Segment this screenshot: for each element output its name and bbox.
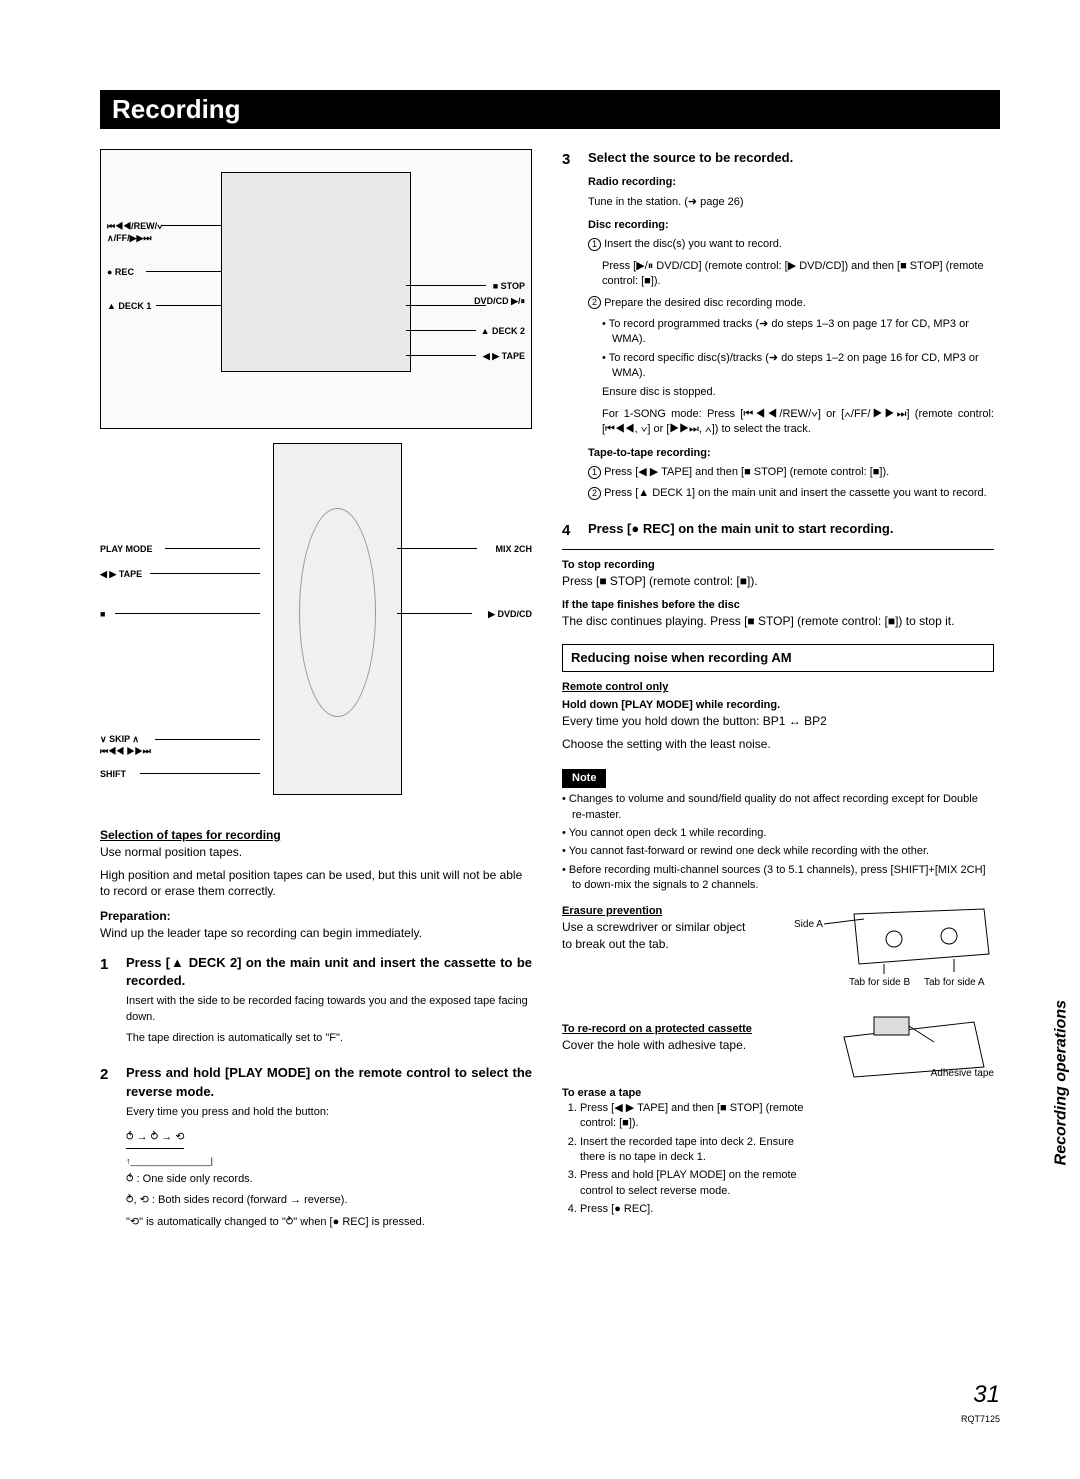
radio-recording-text: Tune in the station. (➜ page 26) <box>588 195 994 210</box>
note-item-1: Changes to volume and sound/field qualit… <box>562 792 994 823</box>
cassette-icon <box>794 904 994 984</box>
note-badge: Note <box>562 769 606 788</box>
selection-tapes-text-2: High position and metal position tapes c… <box>100 867 532 901</box>
note-item-2: You cannot open deck 1 while recording. <box>562 826 994 841</box>
label-prevnext: ⏮◀◀ ▶▶⏭ <box>100 745 151 758</box>
label-stop: ■ STOP <box>493 280 525 293</box>
preparation-text: Wind up the leader tape so recording can… <box>100 925 532 942</box>
label-remote-stop: ■ <box>100 608 105 621</box>
bp-toggle-text: Every time you hold down the button: BP1… <box>562 713 994 730</box>
label-ff: ∧/FF/▶▶⏭ <box>107 232 152 245</box>
label-deck2: ▲ DECK 2 <box>481 325 525 338</box>
step-1-title: Press [▲ DECK 2] on the main unit and in… <box>126 954 532 990</box>
note-item-3: You cannot fast-forward or rewind one de… <box>562 844 994 859</box>
step-1-number: 1 <box>100 954 116 1053</box>
preparation-heading: Preparation: <box>100 908 532 925</box>
step-2-mode-2: ⥁, ⟲ : Both sides record (forward → reve… <box>126 1193 532 1208</box>
disc-bullet-b: To record specific disc(s)/tracks (➜ do … <box>602 351 994 382</box>
document-code: RQT7125 <box>961 1414 1000 1424</box>
erase-step-4: Press [● REC]. <box>580 1202 821 1217</box>
stop-recording-heading: To stop recording <box>562 558 994 573</box>
radio-recording-heading: Radio recording: <box>588 175 994 190</box>
step-2-number: 2 <box>100 1064 116 1236</box>
side-tab-label: Recording operations <box>1052 1000 1070 1165</box>
bp-choose-text: Choose the setting with the least noise. <box>562 736 994 753</box>
erase-step-3: Press and hold [PLAY MODE] on the remote… <box>580 1168 821 1199</box>
reducing-noise-box: Reducing noise when recording AM <box>562 644 994 672</box>
note-item-4: Before recording multi-channel sources (… <box>562 863 994 894</box>
disc-1song: For 1-SONG mode: Press [⏮◀◀/REW/∨] or [∧… <box>602 407 994 438</box>
step-4-title: Press [● REC] on the main unit to start … <box>588 520 994 538</box>
label-remote-dvdcd: ▶ DVD/CD <box>488 608 532 621</box>
label-rec: ● REC <box>107 266 134 279</box>
side-a-label: Side A <box>794 918 823 932</box>
label-rew: ⏮◀◀/REW/∨ <box>107 220 163 233</box>
disc-ensure: Ensure disc is stopped. <box>602 385 994 400</box>
tab-a-label: Tab for side A <box>924 976 985 990</box>
step-2-sequence: ⥀ → ⥁ → ⟲ <box>126 1130 184 1149</box>
tape-step-1: 1 Press [◀ ▶ TAPE] and then [■ STOP] (re… <box>588 465 994 480</box>
label-shift: SHIFT <box>100 768 126 781</box>
erase-tape-heading: To erase a tape <box>562 1086 994 1101</box>
label-remote-tape: ◀ ▶ TAPE <box>100 568 142 581</box>
stop-recording-text: Press [■ STOP] (remote control: [■]). <box>562 573 994 590</box>
main-unit-diagram: ⏮◀◀/REW/∨ ∧/FF/▶▶⏭ ● REC ▲ DECK 1 ■ STOP… <box>100 149 532 429</box>
tab-b-label: Tab for side B <box>849 976 910 990</box>
step-3-title: Select the source to be recorded. <box>588 149 994 167</box>
rerecord-text: Cover the hole with adhesive tape. <box>562 1037 800 1054</box>
selection-tapes-heading: Selection of tapes for recording <box>100 827 532 844</box>
selection-tapes-text-1: Use normal position tapes. <box>100 844 532 861</box>
step-2-mode-1: ⥀ : One side only records. <box>126 1172 532 1187</box>
disc-bullet-a: To record programmed tracks (➜ do steps … <box>602 317 994 348</box>
tape-finishes-text: The disc continues playing. Press [■ STO… <box>562 613 994 630</box>
remote-only-heading: Remote control only <box>562 680 994 695</box>
disc-step-1a: 1 Insert the disc(s) you want to record. <box>588 237 994 252</box>
label-deck1: ▲ DECK 1 <box>107 300 151 313</box>
adhesive-tape-label: Adhesive tape <box>931 1067 994 1081</box>
page-title: Recording <box>100 90 1000 129</box>
label-mix2ch: MIX 2CH <box>495 543 532 556</box>
label-skip: ∨ SKIP ∧ <box>100 733 139 746</box>
hold-playmode-heading: Hold down [PLAY MODE] while recording. <box>562 698 994 713</box>
erase-step-1: Press [◀ ▶ TAPE] and then [■ STOP] (remo… <box>580 1101 821 1132</box>
disc-recording-heading: Disc recording: <box>588 218 994 233</box>
step-1-text-a: Insert with the side to be recorded faci… <box>126 994 532 1025</box>
step-2-mode-3: "⟲" is automatically changed to "⥁" when… <box>126 1215 532 1230</box>
step-2-intro: Every time you press and hold the button… <box>126 1105 532 1120</box>
step-3-number: 3 <box>562 149 578 508</box>
label-playmode: PLAY MODE <box>100 543 153 556</box>
remote-control-diagram: PLAY MODE ◀ ▶ TAPE ■ ∨ SKIP ∧ ⏮◀◀ ▶▶⏭ SH… <box>100 443 532 813</box>
tape-recording-heading: Tape-to-tape recording: <box>588 446 994 461</box>
erase-step-2: Insert the recorded tape into deck 2. En… <box>580 1135 821 1166</box>
disc-step-2: 2 Prepare the desired disc recording mod… <box>588 296 994 311</box>
disc-step-1b: Press [▶/⏸ DVD/CD] (remote control: [▶ D… <box>602 259 994 290</box>
step-4-number: 4 <box>562 520 578 541</box>
tape-step-2: 2 Press [▲ DECK 1] on the main unit and … <box>588 486 994 501</box>
label-tape: ◀ ▶ TAPE <box>483 350 525 363</box>
erasure-text: Use a screwdriver or similar object to b… <box>562 919 756 953</box>
tape-finishes-heading: If the tape finishes before the disc <box>562 598 994 613</box>
page-number: 31 <box>973 1381 1000 1409</box>
step-2-title: Press and hold [PLAY MODE] on the remote… <box>126 1064 532 1100</box>
step-1-text-b: The tape direction is automatically set … <box>126 1031 532 1046</box>
